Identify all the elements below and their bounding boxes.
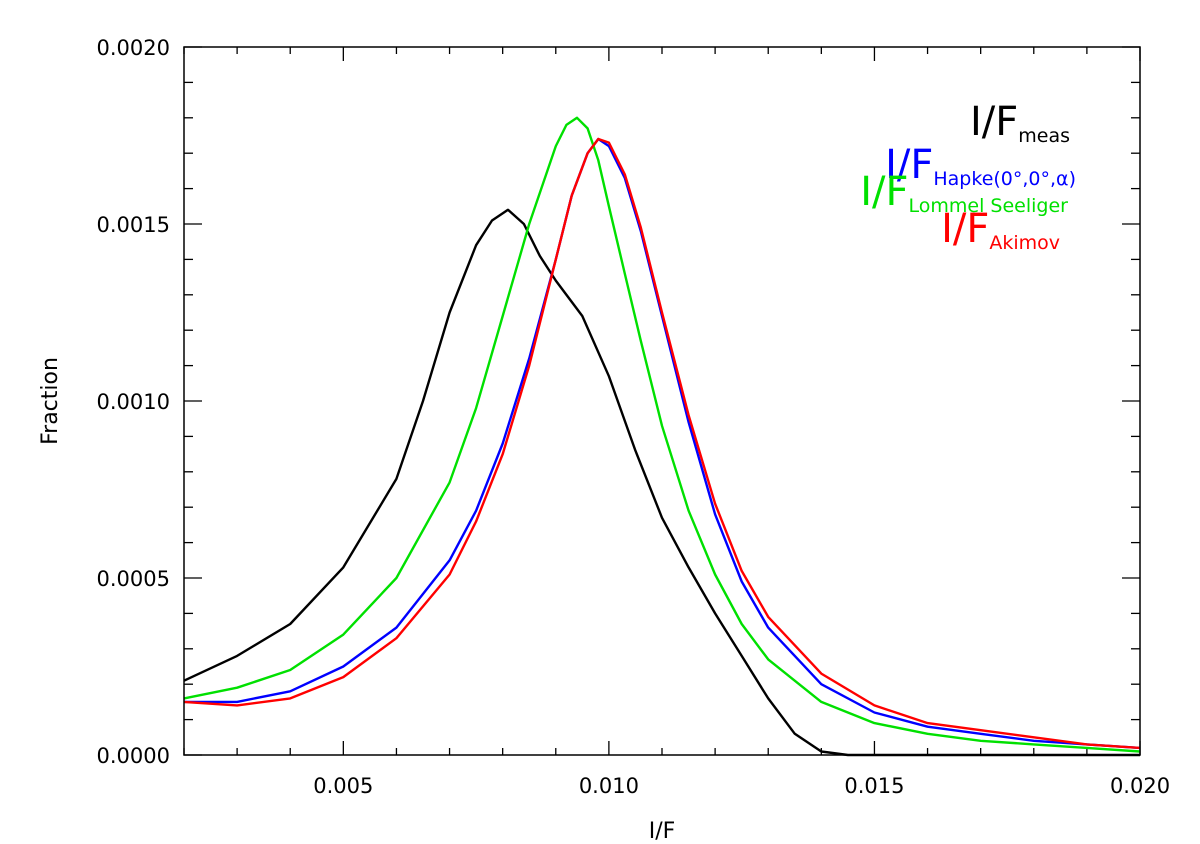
x-tick-label: 0.020 bbox=[1110, 774, 1170, 798]
x-tick-label: 0.010 bbox=[579, 774, 639, 798]
y-tick-label: 0.0005 bbox=[97, 567, 170, 591]
legend-entry-subscript: meas bbox=[1018, 125, 1070, 147]
legend-entry: I/FLommel Seeliger bbox=[860, 169, 1068, 217]
y-tick-label: 0.0015 bbox=[97, 213, 170, 237]
x-tick-label: 0.015 bbox=[844, 774, 904, 798]
tick-labels: 0.005 0.010 0.015 0.020 0.0000 0.0005 0.0010 0.… bbox=[97, 36, 1171, 798]
axis-ticks bbox=[183, 46, 1141, 756]
legend-entry-main: I/F bbox=[860, 169, 908, 215]
legend-entry-main: I/F bbox=[970, 99, 1018, 145]
y-tick-label: 0.0020 bbox=[97, 36, 170, 60]
series-line-meas bbox=[183, 208, 1140, 757]
x-tick-label: 0.005 bbox=[313, 774, 373, 798]
y-axis-title: Fraction bbox=[38, 357, 63, 445]
legend-entry-subscript: Lommel Seeliger bbox=[909, 195, 1069, 217]
plot-frame bbox=[183, 46, 1141, 756]
y-tick-label: 0.0000 bbox=[97, 744, 170, 768]
x-axis-title: I/F bbox=[649, 819, 676, 844]
legend-entry-main: I/F bbox=[885, 142, 933, 188]
legend-entry-subscript: Akimov bbox=[989, 232, 1060, 254]
legend-entry-main: I/F bbox=[941, 206, 989, 252]
series-lines bbox=[183, 116, 1141, 757]
series-line-akimov bbox=[183, 137, 1141, 750]
series-line-lommel-seeliger bbox=[183, 116, 1141, 753]
legend-entry-subscript: Hapke(0°,0°,α) bbox=[933, 168, 1076, 190]
legend-entry: I/FHapke(0°,0°,α) bbox=[885, 142, 1076, 190]
series-line-hapke bbox=[184, 137, 1141, 750]
legend-entry: I/FAkimov bbox=[941, 206, 1060, 254]
legend-entry: I/Fmeas bbox=[970, 99, 1070, 147]
y-tick-label: 0.0010 bbox=[97, 390, 170, 414]
